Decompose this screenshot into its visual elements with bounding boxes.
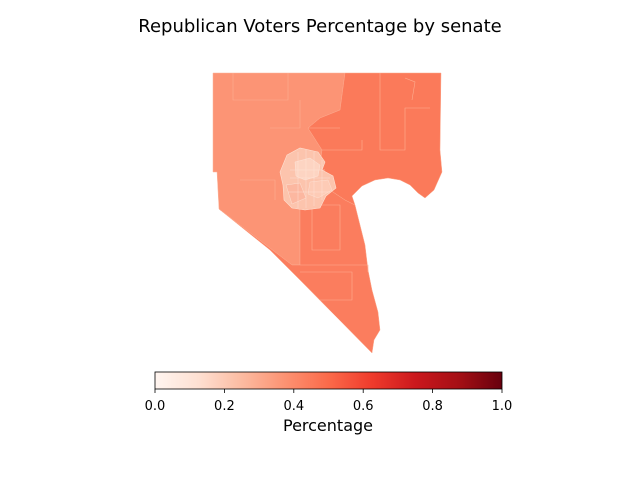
colorbar-tick-label: 0.0 [145, 399, 166, 414]
colorbar-ticks [154, 389, 503, 393]
colorbar-tick-label: 0.4 [283, 399, 304, 414]
colorbar [154, 371, 503, 390]
district-east [307, 72, 443, 206]
chart-title: Republican Voters Percentage by senate [138, 16, 502, 37]
colorbar-tick-label: 0.6 [353, 399, 374, 414]
colorbar-tick-label: 1.0 [492, 399, 513, 414]
district-boundaries [232, 73, 430, 301]
colorbar-tick-label: 0.8 [422, 399, 443, 414]
urban-core [279, 147, 337, 211]
colorbar-tick-label: 0.2 [214, 399, 235, 414]
colorbar-label: Percentage [282, 416, 373, 435]
